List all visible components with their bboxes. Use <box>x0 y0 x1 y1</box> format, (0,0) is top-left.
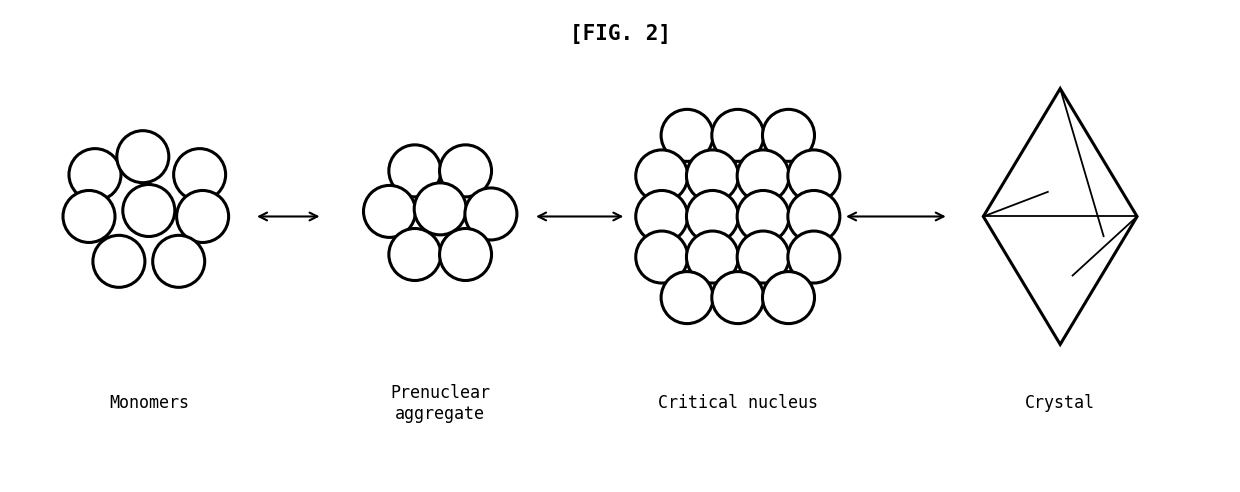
Polygon shape <box>983 89 1137 344</box>
FancyArrowPatch shape <box>538 213 621 220</box>
Circle shape <box>117 131 169 183</box>
Circle shape <box>414 183 466 235</box>
Circle shape <box>737 190 789 243</box>
Circle shape <box>363 185 415 238</box>
Circle shape <box>636 231 688 283</box>
Text: Prenuclear
aggregate: Prenuclear aggregate <box>391 384 490 423</box>
Text: Monomers: Monomers <box>109 395 188 412</box>
Circle shape <box>712 109 764 161</box>
FancyArrowPatch shape <box>848 213 944 220</box>
Circle shape <box>389 228 441 280</box>
Circle shape <box>737 231 789 283</box>
Circle shape <box>153 235 205 287</box>
Circle shape <box>787 190 839 243</box>
Circle shape <box>69 149 122 201</box>
Circle shape <box>93 235 145 287</box>
Circle shape <box>636 190 688 243</box>
Text: [FIG. 2]: [FIG. 2] <box>569 25 671 44</box>
Circle shape <box>123 184 175 237</box>
Circle shape <box>174 149 226 201</box>
Circle shape <box>661 272 713 324</box>
Circle shape <box>661 109 713 161</box>
Circle shape <box>389 145 441 197</box>
Circle shape <box>687 231 739 283</box>
Circle shape <box>439 228 491 280</box>
Circle shape <box>465 188 517 240</box>
Circle shape <box>439 145 491 197</box>
Text: Crystal: Crystal <box>1025 395 1095 412</box>
Circle shape <box>636 150 688 202</box>
FancyArrowPatch shape <box>259 213 317 220</box>
Circle shape <box>687 150 739 202</box>
Circle shape <box>787 150 839 202</box>
Circle shape <box>176 190 228 243</box>
Circle shape <box>712 272 764 324</box>
Circle shape <box>63 190 115 243</box>
Circle shape <box>687 190 739 243</box>
Text: Critical nucleus: Critical nucleus <box>657 395 818 412</box>
Circle shape <box>787 231 839 283</box>
Circle shape <box>763 272 815 324</box>
Circle shape <box>763 109 815 161</box>
Circle shape <box>737 150 789 202</box>
